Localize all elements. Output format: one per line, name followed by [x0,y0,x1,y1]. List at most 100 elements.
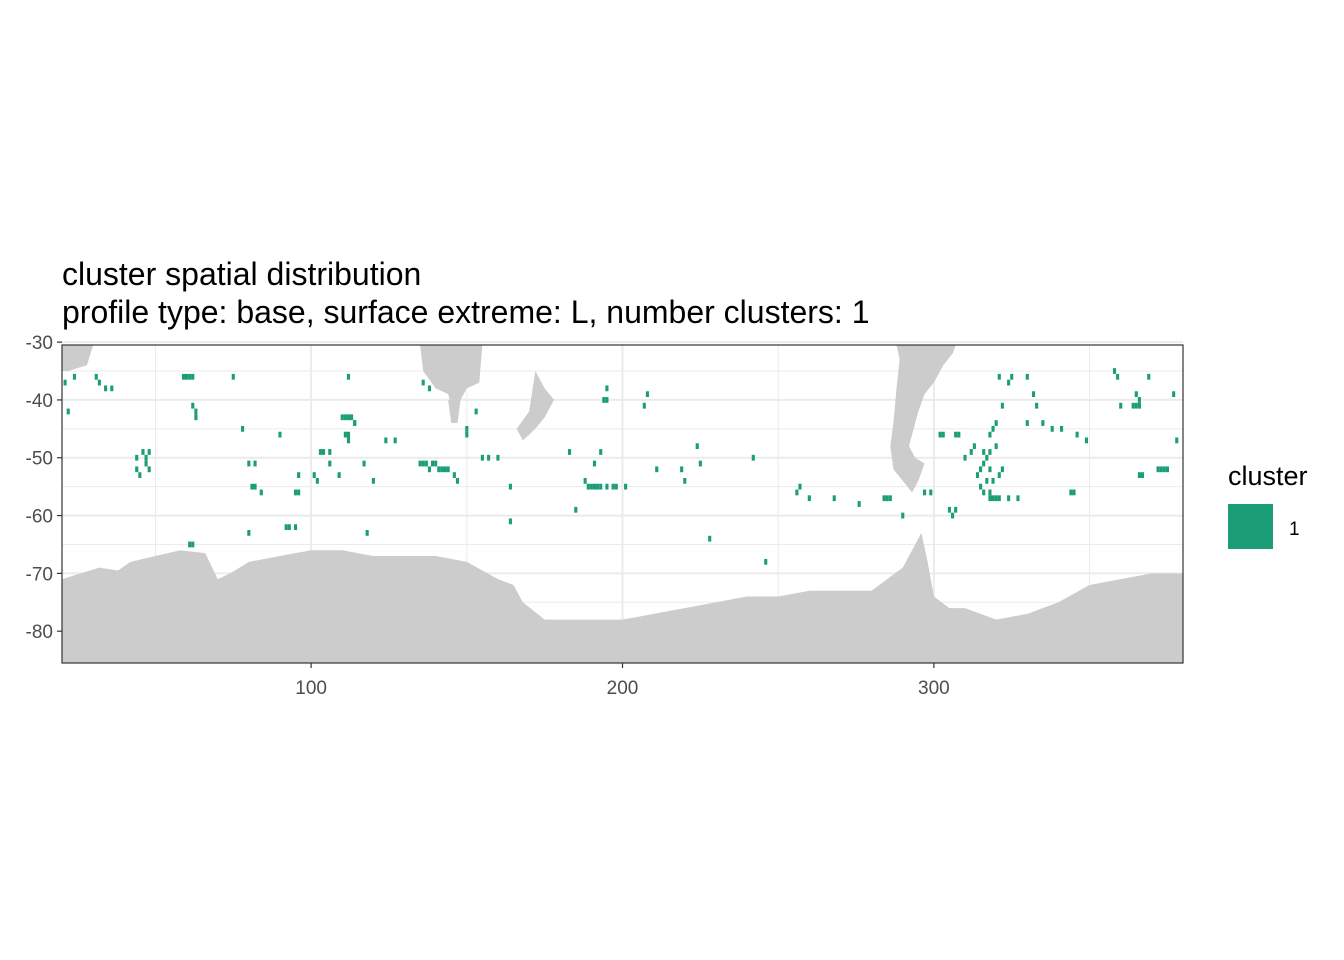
cluster-cell [184,373,189,380]
cluster-cell [979,483,983,490]
cluster-cell [698,460,702,467]
cluster-cell [1084,437,1089,444]
cluster-cell [247,460,251,467]
cluster-cell [1112,368,1117,374]
cluster-cell [963,454,967,461]
cluster-cell [63,379,67,386]
cluster-cell [337,472,341,478]
cluster-cell [592,483,597,490]
y-tick-label: -60 [26,507,53,528]
cluster-cell [596,483,600,490]
cluster-cell [231,373,235,380]
cluster-cell [991,495,995,502]
cluster-cell [362,460,366,467]
cluster-cell [929,489,933,496]
cluster-cell [194,408,198,415]
cluster-cell [1031,391,1036,398]
cluster-cell [985,477,989,484]
cluster-cell [250,483,254,490]
cluster-cell [994,443,998,450]
cluster-cell [293,524,298,531]
cluster-cell [1041,420,1045,426]
cluster-cell [346,414,351,421]
cluster-cell [988,466,992,473]
cluster-cell [1035,402,1039,409]
cluster-cell [695,443,699,450]
cluster-cell [994,495,998,502]
cluster-cell [247,530,251,536]
cluster-cell [624,483,628,490]
cluster-cell [947,506,952,513]
cluster-cell [997,373,1001,380]
cluster-cell [188,373,192,380]
y-tick-label: -80 [26,622,53,643]
cluster-cell [1119,402,1123,409]
cluster-cell [982,489,986,496]
cluster-cell [322,449,326,455]
cluster-cell [66,408,70,415]
cluster-cell [312,472,316,478]
cluster-cell [434,460,438,467]
cluster-cell [443,466,447,473]
cluster-cell [340,414,344,421]
cluster-cell [614,483,618,490]
cluster-cell [586,483,590,490]
cluster-cell [985,454,989,461]
cluster-cell [1007,495,1011,502]
x-axis: 100 200 300 [295,663,950,699]
cluster-cell [599,483,603,490]
cluster-cell [941,431,945,438]
cluster-cell [982,460,986,467]
cluster-cell [611,483,615,490]
cluster-cell [427,385,431,392]
cluster-cell [328,449,332,455]
cluster-cell [568,449,572,455]
cluster-cell [1025,373,1029,380]
cluster-cell [421,460,425,467]
cluster-cell [241,425,245,432]
cluster-cell [997,472,1001,478]
cluster-cell [452,472,456,478]
cluster-cell [297,489,301,496]
cluster-cell [328,460,332,467]
cluster-cell [194,414,198,421]
cluster-cell [1131,402,1135,409]
land-layer [62,345,1183,663]
cluster-cell [293,489,298,496]
cluster-cell [1116,373,1120,380]
cluster-cell [574,506,578,513]
cluster-cell [1000,402,1004,409]
cluster-cell [371,477,375,484]
cluster-cell [832,495,836,502]
cluster-cell [1147,373,1151,380]
cluster-cell [645,391,649,398]
cluster-cell [994,420,998,426]
cluster-cell [393,437,397,444]
cluster-cell [365,530,369,536]
cluster-cell [988,431,992,438]
cluster-cell [144,460,148,467]
land-antarctica [62,532,1183,663]
cluster-cell [1134,402,1138,409]
land-tasmania-south [448,399,461,424]
cluster-cell [421,379,425,386]
cluster-cell [191,373,195,380]
cluster-cell [1140,472,1145,478]
cluster-cell [882,495,886,502]
cluster-cell [508,518,512,525]
cluster-cell [181,373,185,380]
cluster-cell [605,397,609,403]
cluster-cell [901,512,905,519]
cluster-cell [427,466,431,473]
land-africa [62,345,94,372]
cluster-cell [480,454,484,461]
x-tick-label: 100 [295,678,327,699]
cluster-cell [1075,431,1079,438]
cluster-cell [446,466,450,473]
y-tick-label: -40 [26,391,53,412]
cluster-cell [353,420,357,426]
cluster-cell [455,477,460,484]
cluster-cell [885,495,889,502]
cluster-cell [437,466,441,473]
